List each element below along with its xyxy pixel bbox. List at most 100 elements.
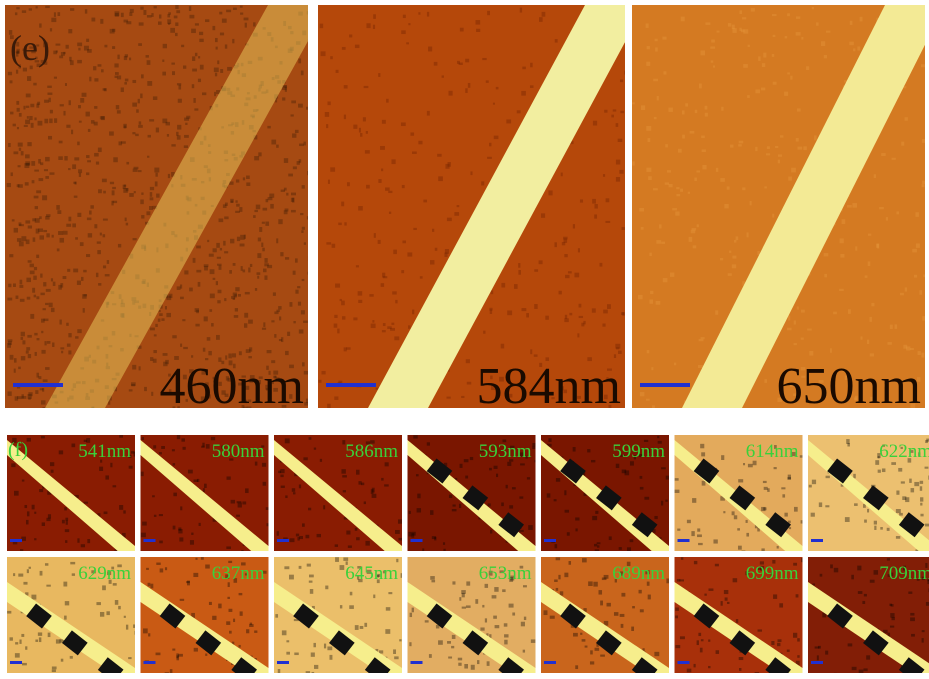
texture — [430, 576, 435, 580]
texture — [298, 104, 303, 108]
texture — [27, 297, 31, 300]
texture — [916, 243, 920, 247]
texture — [25, 161, 30, 165]
texture — [196, 270, 201, 273]
texture — [43, 319, 48, 321]
texture — [77, 213, 81, 217]
texture — [487, 11, 490, 15]
texture — [687, 669, 692, 673]
texture — [647, 46, 650, 49]
texture — [698, 365, 703, 368]
texture — [573, 224, 575, 228]
texture — [373, 595, 375, 599]
texture — [299, 536, 303, 539]
texture — [777, 546, 779, 549]
texture — [816, 22, 819, 25]
texture — [166, 313, 171, 317]
afm-tile: 689nm — [541, 557, 670, 679]
texture — [693, 245, 697, 248]
texture — [824, 274, 827, 277]
texture — [922, 181, 926, 184]
texture — [582, 558, 587, 562]
texture — [117, 55, 119, 60]
texture — [191, 533, 193, 535]
texture — [343, 557, 348, 560]
texture — [627, 547, 631, 552]
texture — [318, 380, 321, 383]
wavelength-label: 460nm — [160, 358, 304, 415]
texture — [599, 263, 602, 267]
texture — [84, 502, 88, 504]
texture — [839, 289, 844, 291]
texture — [121, 87, 124, 92]
texture — [385, 187, 390, 190]
texture — [185, 123, 187, 125]
scale-bar — [640, 383, 690, 387]
texture — [327, 101, 330, 105]
texture — [459, 597, 461, 601]
texture — [539, 260, 543, 264]
texture — [890, 626, 894, 628]
texture — [203, 348, 206, 352]
texture — [129, 466, 133, 469]
texture — [51, 278, 53, 281]
texture — [91, 18, 95, 22]
texture — [430, 260, 434, 264]
texture — [192, 84, 194, 88]
texture — [809, 485, 812, 488]
texture — [854, 503, 858, 506]
texture — [605, 221, 610, 223]
texture — [825, 505, 829, 507]
texture — [148, 583, 151, 587]
scale-bar — [678, 661, 690, 664]
texture — [447, 641, 451, 644]
texture — [26, 278, 31, 282]
texture — [666, 476, 671, 480]
texture — [664, 71, 667, 74]
texture — [215, 38, 218, 42]
texture — [821, 41, 825, 46]
texture — [767, 146, 770, 149]
texture — [60, 238, 65, 243]
texture — [334, 315, 337, 318]
texture — [616, 347, 619, 349]
texture — [309, 575, 314, 578]
texture — [254, 210, 257, 212]
texture — [201, 557, 204, 560]
texture — [321, 51, 326, 56]
texture — [189, 288, 193, 292]
texture — [412, 532, 416, 536]
texture — [700, 50, 705, 55]
texture — [195, 23, 199, 25]
texture — [153, 359, 157, 363]
texture — [245, 23, 247, 28]
texture — [292, 133, 296, 137]
texture — [225, 44, 227, 48]
texture — [39, 489, 43, 492]
texture — [153, 96, 157, 100]
texture — [58, 231, 63, 235]
texture — [750, 201, 752, 205]
texture — [308, 256, 311, 261]
texture — [53, 282, 56, 286]
texture — [24, 505, 27, 508]
texture — [232, 353, 236, 357]
texture — [22, 480, 25, 482]
texture — [734, 515, 737, 519]
texture — [794, 507, 798, 512]
texture — [606, 198, 610, 202]
texture — [59, 450, 63, 454]
texture — [778, 154, 782, 156]
texture — [457, 61, 460, 64]
afm-tile: 599nm — [541, 435, 670, 566]
texture — [18, 143, 23, 147]
texture — [597, 545, 599, 547]
texture — [189, 6, 191, 11]
texture — [303, 457, 307, 460]
texture — [654, 652, 659, 656]
texture — [358, 291, 363, 295]
texture — [738, 546, 742, 550]
texture — [796, 16, 800, 19]
texture — [10, 637, 13, 640]
texture — [522, 67, 526, 70]
